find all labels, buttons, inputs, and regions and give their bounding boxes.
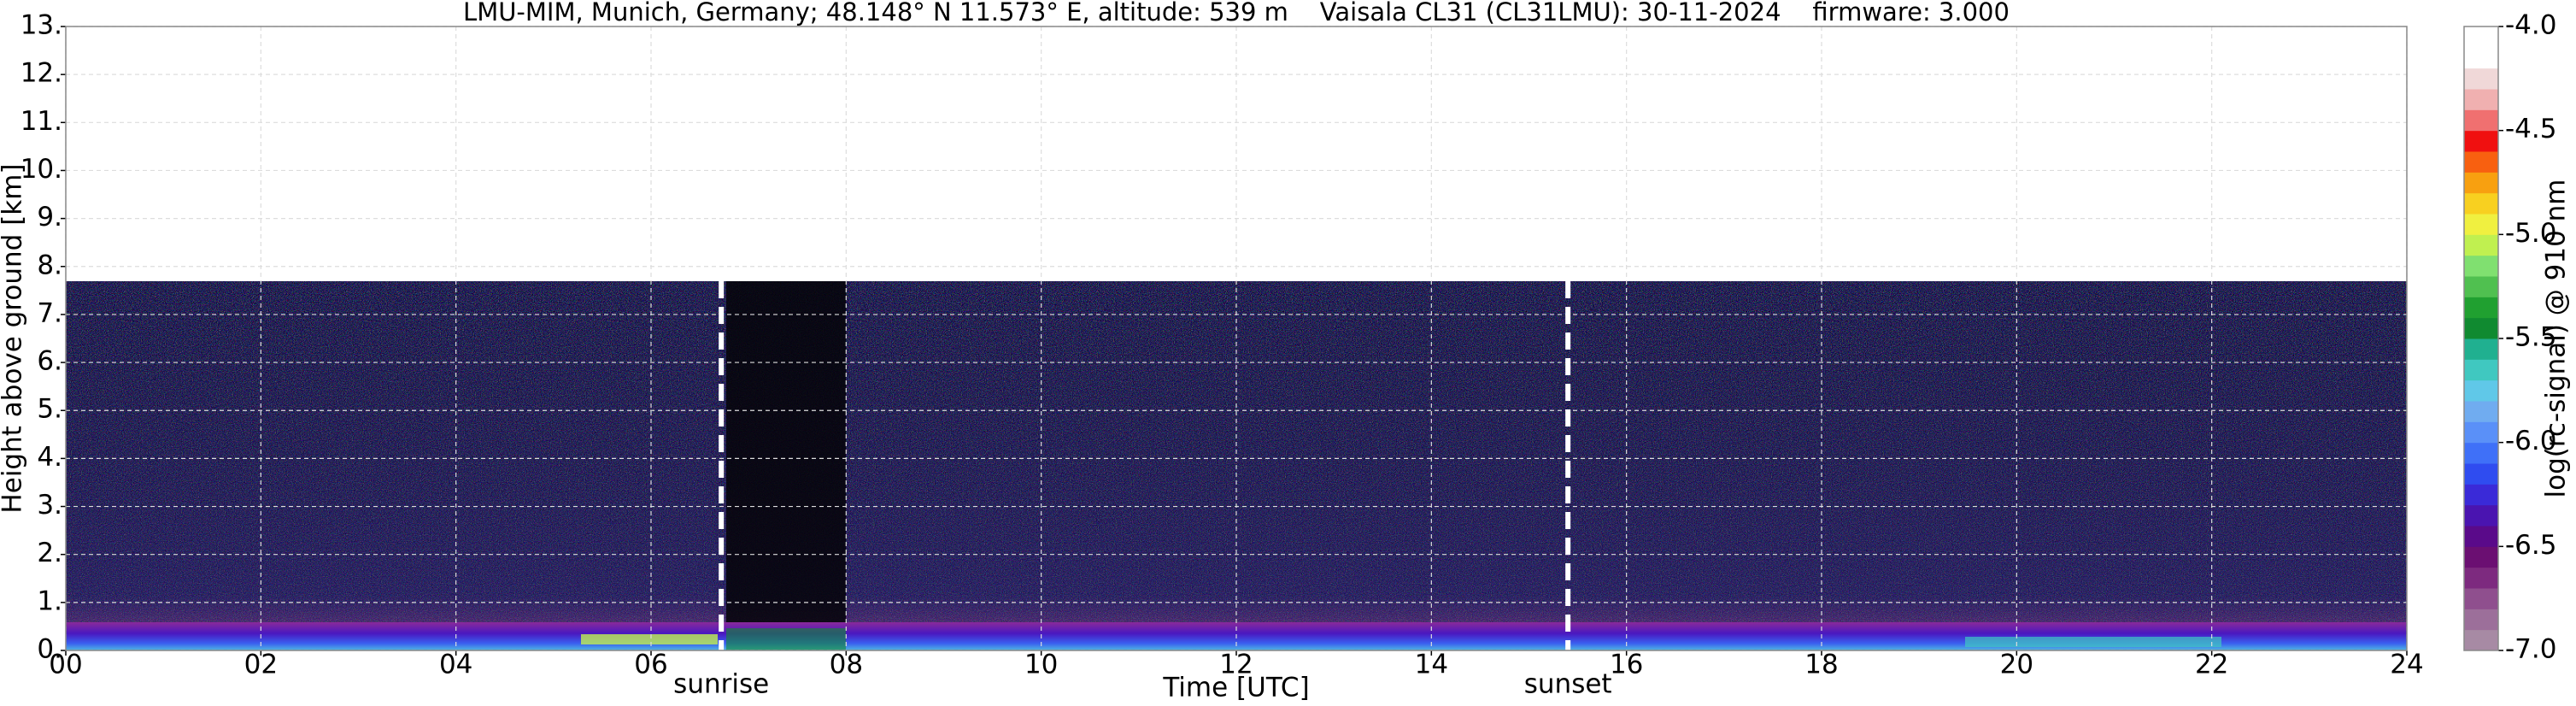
x-tick-label: 04 [439, 650, 472, 680]
boundary-layer-highlight [1965, 637, 2221, 647]
y-tick-label: 0. [37, 634, 62, 665]
colorbar-swatch [2464, 89, 2498, 110]
y-tick-label: 11. [21, 106, 62, 137]
colorbar-swatch [2464, 338, 2498, 360]
colorbar-swatch [2464, 421, 2498, 444]
x-axis-label: Time [UTC] [1162, 673, 1309, 703]
colorbar-frame [2463, 26, 2499, 651]
colorbar-swatch [2464, 379, 2498, 402]
y-tick-label: 1. [37, 585, 62, 616]
x-tick-label: 12 [1219, 650, 1253, 680]
colorbar-swatch [2464, 359, 2498, 381]
chart-title: LMU-MIM, Munich, Germany; 48.148° N 11.5… [463, 0, 2010, 26]
y-tick-label: 5. [37, 394, 62, 425]
colorbar: -7.0 -6.5 -6.0 -5.5 -5.0 -4.5 -4.0 [2464, 10, 2557, 665]
colorbar-label: log(rc-signal) @ 910 nm [2541, 179, 2572, 497]
colorbar-tick-label: -4.0 [2505, 10, 2557, 41]
colorbar-tick-label: -4.5 [2505, 114, 2557, 144]
annotation-label: sunset [1524, 669, 1612, 700]
x-tick-label: 20 [2000, 650, 2033, 680]
colorbar-swatch [2464, 526, 2498, 547]
y-tick-label: 7. [37, 297, 62, 328]
plot-frame [65, 26, 2408, 651]
y-tick-label: 4. [37, 442, 62, 473]
y-tick-label: 6. [37, 346, 62, 377]
colorbar-swatch [2464, 484, 2498, 506]
colorbar-swatch [2464, 172, 2498, 194]
y-tick-label: 2. [37, 538, 62, 568]
colorbar-swatch [2464, 546, 2498, 568]
colorbar-tick-label: -6.0 [2505, 426, 2557, 456]
colorbar-swatch [2464, 609, 2498, 631]
y-tick-label: 9. [37, 202, 62, 232]
y-axis-label: Height above ground [km] [0, 163, 28, 513]
colorbar-swatch [2464, 26, 2498, 48]
colorbar-swatch [2464, 109, 2498, 132]
colorbar-swatch [2464, 504, 2498, 527]
colorbar-tick-label: -5.0 [2505, 218, 2557, 249]
colorbar-swatch [2464, 234, 2498, 256]
boundary-layer-highlight [581, 634, 718, 644]
x-tick-label: 18 [1804, 650, 1838, 680]
x-tick-label: 02 [244, 650, 278, 680]
y-tick-label: 3. [37, 490, 62, 521]
x-tick-label: 00 [49, 650, 82, 680]
dark-block [726, 281, 846, 640]
colorbar-swatch [2464, 214, 2498, 235]
x-tick-label: 10 [1024, 650, 1058, 680]
x-tick-label: 16 [1610, 650, 1643, 680]
x-tick-label: 08 [830, 650, 863, 680]
y-tick-label: 8. [37, 250, 62, 280]
colorbar-swatch [2464, 463, 2498, 485]
y-tick-label: 13. [21, 10, 62, 41]
x-tick-label: 24 [2390, 650, 2423, 680]
colorbar-swatch [2464, 442, 2498, 464]
colorbar-tick-label: -6.5 [2505, 530, 2557, 561]
colorbar-swatch [2464, 297, 2498, 319]
boundary-layer-highlight [726, 628, 846, 650]
y-tick-label: 10. [21, 154, 62, 185]
colorbar-swatch [2464, 130, 2498, 152]
colorbar-swatch [2464, 588, 2498, 609]
colorbar-swatch [2464, 317, 2498, 339]
colorbar-swatch [2464, 276, 2498, 297]
colorbar-swatch [2464, 151, 2498, 173]
colorbar-tick-label: -5.5 [2505, 322, 2557, 353]
colorbar-swatch [2464, 629, 2498, 651]
colorbar-swatch [2464, 47, 2498, 69]
colorbar-swatch [2464, 255, 2498, 277]
colorbar-swatch [2464, 68, 2498, 90]
annotation-label: sunrise [673, 669, 769, 700]
colorbar-tick-label: -7.0 [2505, 634, 2557, 665]
x-tick-label: 22 [2195, 650, 2228, 680]
colorbar-swatch [2464, 567, 2498, 589]
x-tick-label: 06 [634, 650, 667, 680]
colorbar-swatch [2464, 401, 2498, 422]
x-tick-label: 14 [1415, 650, 1448, 680]
y-tick-label: 12. [21, 58, 62, 89]
colorbar-swatch [2464, 192, 2498, 215]
